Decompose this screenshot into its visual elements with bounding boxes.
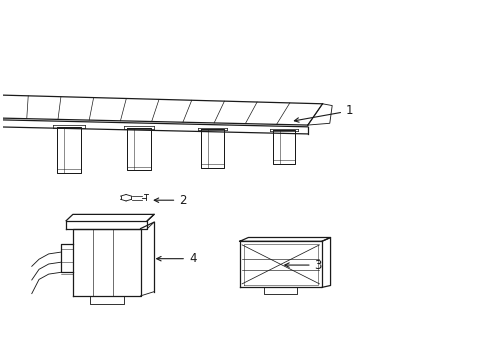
- Text: 2: 2: [154, 194, 186, 207]
- Text: 1: 1: [294, 104, 353, 122]
- Text: 3: 3: [284, 258, 321, 271]
- Text: 4: 4: [156, 252, 196, 265]
